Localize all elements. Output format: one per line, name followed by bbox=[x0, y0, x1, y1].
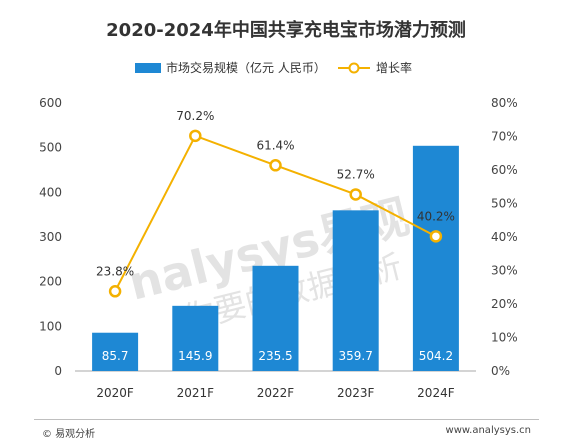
y-right-tick-label: 40% bbox=[491, 230, 518, 244]
y-left-tick-label: 600 bbox=[39, 96, 62, 110]
x-tick-label: 2023F bbox=[337, 386, 375, 400]
growth-value-label: 61.4% bbox=[256, 138, 294, 152]
y-right-tick-label: 70% bbox=[491, 130, 518, 144]
footer-divider bbox=[34, 419, 539, 420]
y-left-tick-label: 400 bbox=[39, 185, 62, 199]
y-axis-left: 0 100 200 300 400 500 600 bbox=[39, 96, 62, 378]
bar-series bbox=[92, 145, 459, 371]
legend-bar-label: 市场交易规模（亿元 人民币） bbox=[166, 60, 326, 75]
y-left-tick-label: 300 bbox=[39, 230, 62, 244]
y-left-tick-label: 100 bbox=[39, 319, 62, 333]
y-right-tick-label: 0% bbox=[491, 364, 510, 378]
bar bbox=[332, 210, 379, 371]
legend: 市场交易规模（亿元 人民币） 增长率 bbox=[135, 60, 412, 75]
x-tick-label: 2022F bbox=[257, 386, 295, 400]
footer-website: www.analysys.cn bbox=[445, 425, 531, 436]
bar bbox=[92, 332, 139, 371]
growth-value-label: 23.8% bbox=[96, 264, 134, 278]
y-axis-right: 0% 10% 20% 30% 40% 50% 60% 70% 80% bbox=[491, 96, 518, 378]
bar bbox=[412, 145, 459, 371]
y-right-tick-label: 10% bbox=[491, 331, 518, 345]
legend-bar-swatch bbox=[135, 63, 161, 73]
y-right-tick-label: 20% bbox=[491, 297, 518, 311]
growth-point bbox=[269, 159, 282, 172]
y-right-tick-label: 30% bbox=[491, 264, 518, 278]
growth-value-label: 70.2% bbox=[176, 109, 214, 123]
line-series bbox=[108, 129, 443, 298]
bar-value-label: 145.9 bbox=[178, 349, 212, 363]
growth-value-label: 40.2% bbox=[417, 209, 455, 223]
bar-labels: 85.7 145.9 235.5 359.7 504.2 bbox=[102, 349, 453, 363]
y-right-tick-label: 60% bbox=[491, 163, 518, 177]
bar-value-label: 85.7 bbox=[102, 349, 129, 363]
x-tick-label: 2020F bbox=[96, 386, 134, 400]
y-left-tick-label: 0 bbox=[54, 364, 62, 378]
y-right-tick-label: 80% bbox=[491, 96, 518, 110]
bar-value-label: 235.5 bbox=[258, 349, 292, 363]
growth-point bbox=[349, 188, 362, 201]
bar-value-label: 359.7 bbox=[339, 349, 373, 363]
chart-title: 2020-2024年中国共享充电宝市场潜力预测 bbox=[106, 19, 466, 41]
chart-canvas: 2020-2024年中国共享充电宝市场潜力预测 市场交易规模（亿元 人民币） 增… bbox=[39, 19, 518, 400]
growth-point bbox=[108, 285, 122, 298]
x-tick-label: 2021F bbox=[177, 386, 215, 400]
bar-value-label: 504.2 bbox=[419, 349, 453, 363]
bar bbox=[252, 265, 299, 371]
line-labels: 23.8% 70.2% 61.4% 52.7% 40.2% bbox=[96, 109, 455, 278]
y-left-tick-label: 500 bbox=[39, 141, 62, 155]
legend-line-marker bbox=[348, 62, 360, 74]
bar bbox=[172, 305, 219, 371]
growth-value-label: 52.7% bbox=[337, 167, 375, 181]
growth-point bbox=[189, 129, 202, 143]
growth-point bbox=[429, 230, 443, 243]
x-tick-label: 2024F bbox=[417, 386, 455, 400]
footer-copyright: © 易观分析 bbox=[42, 429, 96, 440]
legend-line-label: 增长率 bbox=[376, 60, 412, 75]
y-right-tick-label: 50% bbox=[491, 197, 518, 211]
y-left-tick-label: 200 bbox=[39, 275, 62, 289]
x-axis: 2020F 2021F 2022F 2023F 2024F bbox=[96, 386, 454, 400]
